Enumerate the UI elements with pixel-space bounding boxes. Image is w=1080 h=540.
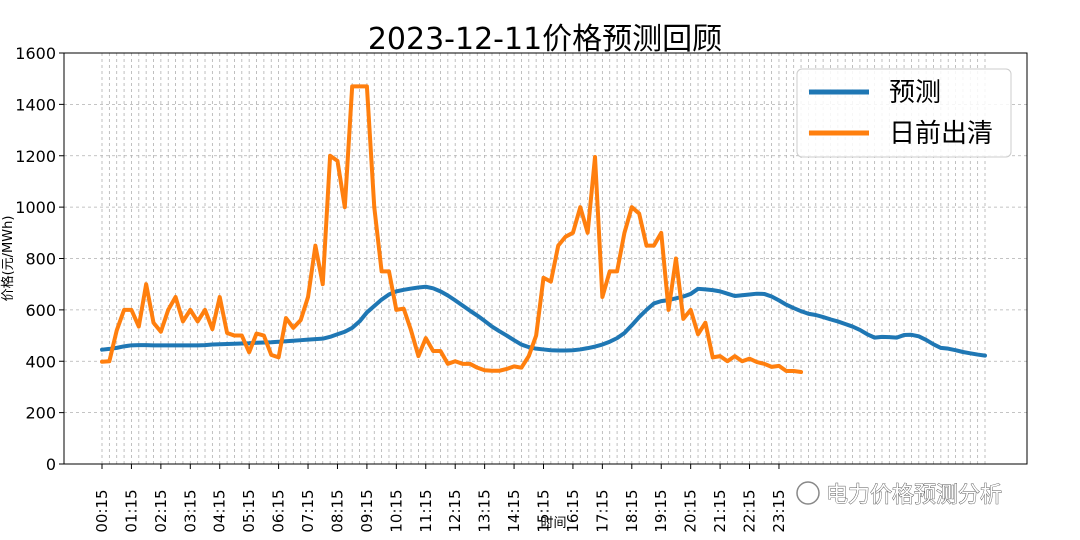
x-tick-label: 13:15 (476, 489, 494, 532)
wechat-icon (796, 481, 820, 505)
legend-label-dayahead: 日前出清 (889, 119, 993, 149)
y-tick-label: 1400 (15, 95, 56, 114)
series-lines (100, 84, 987, 375)
x-tick-label: 12:15 (446, 489, 464, 532)
x-axis-label: 时间 (540, 516, 566, 531)
y-tick-label: 0 (46, 455, 56, 474)
x-tick-label: 05:15 (240, 489, 258, 532)
legend-label-forecast: 预测 (889, 78, 941, 108)
x-tick-label: 10:15 (387, 489, 405, 532)
watermark: 电力价格预测分析 (796, 481, 1002, 508)
x-tick-label: 09:15 (358, 489, 376, 532)
x-tick-label: 08:15 (328, 489, 346, 532)
y-tick-label: 1600 (15, 44, 56, 63)
x-tick-label: 23:15 (770, 489, 788, 532)
y-tick-label: 1000 (15, 198, 56, 217)
x-tick-label: 00:15 (93, 489, 111, 532)
y-axis-label: 价格(元/MWh) (0, 216, 16, 302)
y-tick-label: 600 (25, 301, 56, 320)
x-tick-label: 02:15 (152, 489, 170, 532)
y-tick-label: 400 (25, 352, 56, 371)
x-tick-label: 06:15 (270, 489, 288, 532)
y-axis: 0 200 400 600 800 1000 1200 1400 1600 (15, 44, 64, 474)
x-tick-label: 21:15 (711, 489, 729, 532)
x-tick-label: 14:15 (505, 489, 523, 532)
chart-title: 2023-12-11价格预测回顾 (368, 22, 722, 57)
y-tick-label: 200 (25, 404, 56, 423)
x-tick-label: 18:15 (623, 489, 641, 532)
x-tick-label: 20:15 (682, 489, 700, 532)
x-tick-label: 07:15 (299, 489, 317, 532)
y-tick-label: 1200 (15, 147, 56, 166)
x-tick-label: 16:15 (564, 489, 582, 532)
legend: 预测 日前出清 (796, 68, 1012, 158)
x-tick-label: 01:15 (122, 489, 140, 532)
x-tick-label: 15:15 (535, 489, 553, 532)
x-tick-label: 04:15 (211, 489, 229, 532)
x-tick-label: 17:15 (593, 489, 611, 532)
series-line-forecast (100, 284, 987, 358)
x-tick-label: 03:15 (181, 489, 199, 532)
watermark-text: 电力价格预测分析 (826, 483, 1002, 508)
series-line-dayahead (100, 84, 804, 375)
x-tick-label: 22:15 (741, 489, 759, 532)
x-tick-label: 19:15 (652, 489, 670, 532)
y-tick-label: 800 (25, 250, 56, 269)
x-tick-label: 11:15 (417, 489, 435, 532)
x-axis: 00:15 01:15 02:15 03:15 04:15 05:15 06:15 07:15… (93, 464, 788, 533)
